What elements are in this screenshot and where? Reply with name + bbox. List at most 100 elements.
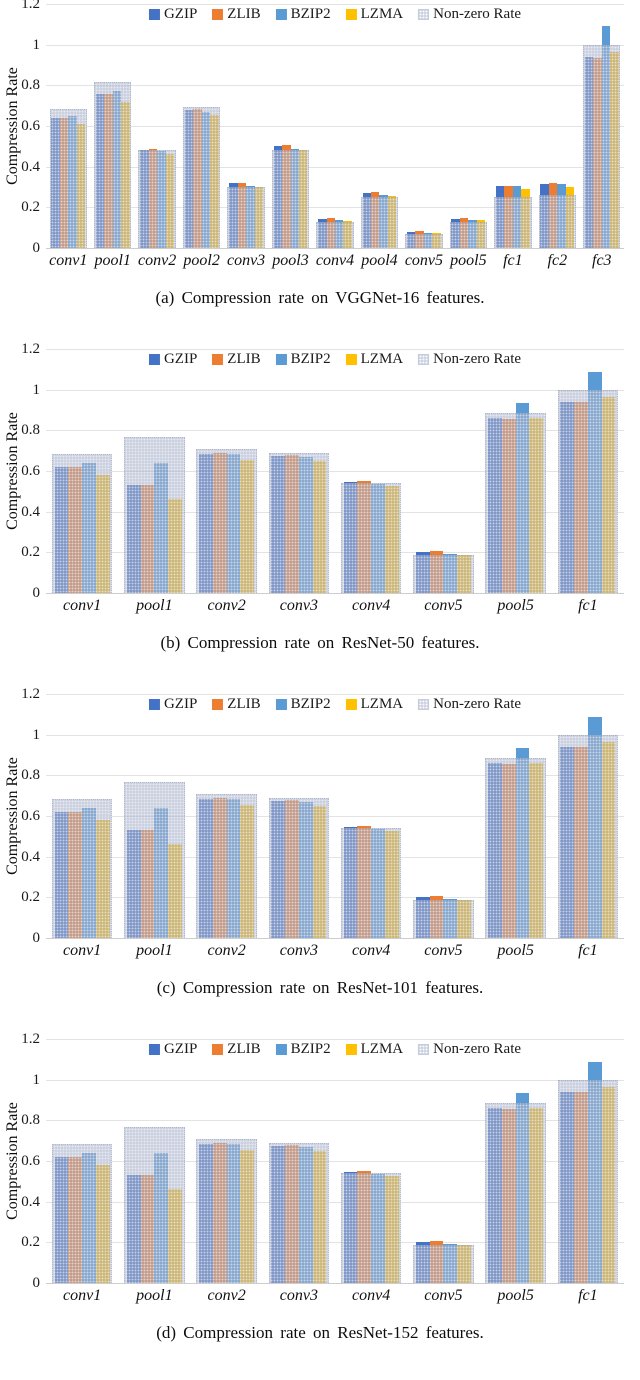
legend-label: Non-zero Rate bbox=[433, 6, 522, 22]
legend-item: LZMA bbox=[345, 6, 403, 23]
gridline bbox=[46, 207, 624, 209]
x-tick-label: fc1 bbox=[503, 252, 523, 269]
nonzero-rate-bar bbox=[271, 150, 310, 248]
y-tick-label: 0.2 bbox=[21, 1234, 40, 1251]
gridline bbox=[46, 349, 624, 350]
gridline bbox=[46, 734, 624, 736]
legend-label: LZMA bbox=[360, 696, 404, 712]
x-tick-label: pool1 bbox=[136, 1287, 173, 1304]
x-tick-label: conv3 bbox=[279, 597, 318, 614]
gridline bbox=[46, 938, 624, 939]
x-tick-label: conv4 bbox=[352, 942, 391, 959]
y-tick-label: 0 bbox=[32, 930, 41, 946]
legend-item: BZIP2 bbox=[275, 6, 331, 23]
legend-swatch-gzip bbox=[148, 354, 160, 365]
nonzero-rate-bar bbox=[182, 106, 221, 248]
gridline bbox=[46, 1039, 624, 1040]
gridline bbox=[46, 1120, 624, 1122]
gridline bbox=[46, 856, 624, 858]
nonzero-rate-bar bbox=[94, 82, 132, 248]
legend-swatch-zlib bbox=[212, 354, 224, 365]
y-tick-label: 0.6 bbox=[21, 1153, 40, 1169]
legend-item: GZIP bbox=[148, 696, 198, 713]
y-tick-label: 0.6 bbox=[21, 118, 40, 134]
legend-swatch-bzip2 bbox=[275, 354, 287, 365]
y-tick-label: 1.2 bbox=[21, 686, 40, 702]
legend-swatch-bzip2 bbox=[275, 1044, 287, 1055]
x-tick-label: conv4 bbox=[352, 1287, 391, 1304]
x-tick-label: pool5 bbox=[450, 252, 487, 269]
nonzero-rate-bar bbox=[557, 389, 619, 593]
legend-label: Non-zero Rate bbox=[433, 351, 522, 367]
nonzero-rate-bar bbox=[51, 453, 113, 593]
x-tick-label: conv4 bbox=[315, 252, 355, 269]
legend-label: ZLIB bbox=[227, 6, 261, 22]
x-tick-label: conv5 bbox=[424, 942, 463, 959]
legend: GZIP ZLIB BZIP2 LZMA Non-zero Rate bbox=[148, 1041, 521, 1058]
legend: GZIP ZLIB BZIP2 LZMA Non-zero Rate bbox=[148, 696, 522, 713]
y-tick-label: 1.2 bbox=[21, 1031, 40, 1047]
nonzero-rate-bar bbox=[340, 828, 402, 938]
nonzero-rate-bar bbox=[449, 221, 488, 248]
gridline bbox=[46, 1283, 624, 1284]
legend-label: GZIP bbox=[163, 1041, 198, 1057]
legend-swatch-non-zero-rate bbox=[418, 699, 430, 710]
x-tick-label: pool5 bbox=[497, 942, 534, 959]
y-tick-label: 0.8 bbox=[21, 77, 40, 94]
legend-swatch-zlib bbox=[212, 9, 224, 20]
legend-swatch-bzip2 bbox=[275, 9, 287, 20]
legend-swatch-gzip bbox=[148, 699, 160, 710]
y-tick-label: 0.2 bbox=[21, 889, 40, 906]
x-tick-label: pool3 bbox=[272, 252, 309, 269]
legend-item: Non-zero Rate bbox=[418, 6, 521, 23]
legend-item: ZLIB bbox=[212, 696, 261, 713]
gridline bbox=[46, 389, 624, 391]
legend-swatch-gzip bbox=[148, 1044, 160, 1055]
legend-label: GZIP bbox=[163, 696, 198, 712]
legend-label: BZIP2 bbox=[290, 696, 331, 712]
legend-label: ZLIB bbox=[227, 351, 261, 367]
legend-item: Non-zero Rate bbox=[418, 1041, 521, 1058]
y-tick-label: 1 bbox=[32, 726, 41, 743]
nonzero-rate-bar bbox=[49, 108, 87, 248]
nonzero-rate-bar bbox=[538, 195, 576, 248]
y-tick-label: 1.2 bbox=[21, 341, 40, 357]
nonzero-rate-bar bbox=[51, 798, 113, 938]
legend-swatch-gzip bbox=[148, 9, 160, 20]
nonzero-rate-bar bbox=[196, 793, 257, 938]
legend-label: Non-zero Rate bbox=[433, 696, 522, 712]
gridline bbox=[46, 593, 624, 594]
gridline bbox=[46, 4, 624, 5]
y-tick-label: 0.2 bbox=[21, 199, 40, 216]
gridline bbox=[46, 511, 624, 513]
chart-resnet152: Compression Rate 0 0.2 0.4 0.6 0.8 1 1.2 conv1 p… bbox=[0, 1031, 640, 1380]
nonzero-rate-bar bbox=[413, 900, 474, 938]
legend-swatch-lzma bbox=[345, 699, 357, 710]
x-tick-label: pool4 bbox=[361, 252, 398, 269]
x-tick-label: fc1 bbox=[578, 1287, 598, 1304]
y-tick-label: 0.2 bbox=[21, 544, 40, 561]
nonzero-rate-bar bbox=[227, 187, 265, 248]
nonzero-rate-bar bbox=[557, 1079, 619, 1283]
legend-item: LZMA bbox=[345, 1041, 403, 1058]
nonzero-rate-bar bbox=[138, 150, 176, 248]
gridline bbox=[46, 471, 624, 472]
chart-caption: (b) Compression rate on ResNet-50 featur… bbox=[160, 633, 480, 652]
legend-label: BZIP2 bbox=[290, 6, 331, 22]
legend-label: BZIP2 bbox=[290, 351, 331, 367]
gridline bbox=[46, 248, 624, 249]
legend-item: BZIP2 bbox=[275, 351, 331, 368]
gridline bbox=[46, 44, 624, 46]
x-tick-label: fc3 bbox=[591, 252, 612, 269]
x-tick-label: conv1 bbox=[49, 252, 88, 269]
nonzero-rate-bar bbox=[413, 1245, 474, 1283]
x-tick-label: pool5 bbox=[497, 597, 534, 614]
x-tick-label: pool1 bbox=[94, 252, 131, 269]
x-tick-label: conv4 bbox=[352, 597, 391, 614]
x-tick-label: conv5 bbox=[424, 1287, 463, 1304]
nonzero-rate-bar bbox=[405, 233, 443, 248]
gridline bbox=[46, 1161, 624, 1162]
legend-item: ZLIB bbox=[212, 6, 261, 23]
nonzero-rate-bar bbox=[583, 44, 621, 248]
x-tick-label: pool1 bbox=[136, 597, 173, 614]
